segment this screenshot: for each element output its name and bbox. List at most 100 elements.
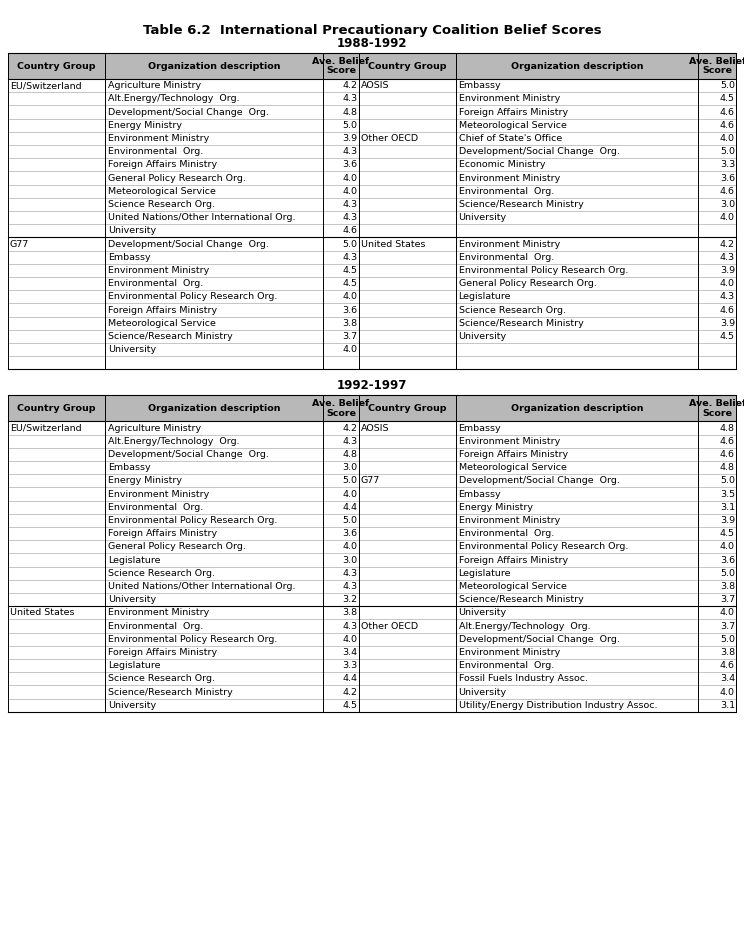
Text: 3.7: 3.7	[342, 332, 358, 341]
Text: 3.6: 3.6	[342, 306, 358, 314]
Text: Embassy: Embassy	[108, 463, 151, 472]
Text: Ave. Belief
Score: Ave. Belief Score	[688, 399, 744, 418]
Text: 3.6: 3.6	[342, 529, 358, 538]
Text: 3.6: 3.6	[342, 160, 358, 169]
Text: Energy Ministry: Energy Ministry	[108, 476, 182, 485]
Text: Meteorological Service: Meteorological Service	[108, 187, 216, 195]
Text: Organization description: Organization description	[148, 61, 280, 71]
Text: 1992-1997: 1992-1997	[337, 379, 407, 392]
Text: 4.0: 4.0	[720, 687, 735, 697]
Text: Country Group: Country Group	[368, 404, 446, 413]
Text: Energy Ministry: Energy Ministry	[108, 121, 182, 130]
Text: Agriculture Ministry: Agriculture Ministry	[108, 423, 201, 432]
Text: AOSIS: AOSIS	[361, 423, 389, 432]
Text: United States: United States	[361, 240, 425, 248]
Text: Environmental Policy Research Org.: Environmental Policy Research Org.	[108, 292, 278, 301]
Text: Science Research Org.: Science Research Org.	[108, 674, 215, 684]
Text: United States: United States	[10, 608, 74, 618]
Text: 4.8: 4.8	[720, 463, 735, 472]
Text: 4.0: 4.0	[342, 174, 358, 182]
Text: 3.8: 3.8	[720, 582, 735, 591]
Text: Environmental Policy Research Org.: Environmental Policy Research Org.	[108, 635, 278, 644]
Text: Environment Ministry: Environment Ministry	[458, 240, 559, 248]
Text: Country Group: Country Group	[17, 404, 96, 413]
Text: United Nations/Other International Org.: United Nations/Other International Org.	[108, 213, 295, 222]
Text: Environmental  Org.: Environmental Org.	[458, 187, 554, 195]
Text: EU/Switzerland: EU/Switzerland	[10, 81, 82, 90]
Text: 4.5: 4.5	[720, 332, 735, 341]
Text: 3.0: 3.0	[342, 463, 358, 472]
Text: 4.8: 4.8	[342, 450, 358, 459]
Text: Legislature: Legislature	[458, 292, 511, 301]
Text: Meteorological Service: Meteorological Service	[458, 121, 566, 130]
Text: 3.1: 3.1	[720, 503, 735, 512]
Text: 4.5: 4.5	[342, 279, 358, 288]
Text: University: University	[108, 595, 156, 604]
Text: 4.3: 4.3	[342, 213, 358, 222]
Text: Science/Research Ministry: Science/Research Ministry	[108, 332, 233, 341]
Text: G77: G77	[10, 240, 29, 248]
Text: Agriculture Ministry: Agriculture Ministry	[108, 81, 201, 90]
Text: 4.5: 4.5	[342, 266, 358, 275]
Text: General Policy Research Org.: General Policy Research Org.	[458, 279, 597, 288]
Text: Other OECD: Other OECD	[361, 134, 417, 143]
Text: Environment Ministry: Environment Ministry	[108, 489, 209, 498]
Text: 4.0: 4.0	[342, 635, 358, 644]
Text: University: University	[458, 608, 507, 618]
Text: Alt.Energy/Technology  Org.: Alt.Energy/Technology Org.	[108, 94, 240, 103]
Text: University: University	[458, 687, 507, 697]
Text: Ave. Belief
Score: Ave. Belief Score	[312, 399, 370, 418]
Text: Country Group: Country Group	[368, 61, 446, 71]
Text: Science Research Org.: Science Research Org.	[108, 200, 215, 209]
Text: Utility/Energy Distribution Industry Assoc.: Utility/Energy Distribution Industry Ass…	[458, 701, 657, 710]
Text: Foreign Affairs Ministry: Foreign Affairs Ministry	[108, 648, 217, 657]
Text: Environment Ministry: Environment Ministry	[108, 134, 209, 143]
Text: University: University	[108, 701, 156, 710]
Text: 4.4: 4.4	[342, 503, 358, 512]
Text: Environment Ministry: Environment Ministry	[108, 266, 209, 275]
Text: Alt.Energy/Technology  Org.: Alt.Energy/Technology Org.	[458, 621, 590, 631]
Text: 4.5: 4.5	[342, 701, 358, 710]
Text: Environmental  Org.: Environmental Org.	[108, 503, 203, 512]
Text: General Policy Research Org.: General Policy Research Org.	[108, 174, 246, 182]
Text: 3.6: 3.6	[720, 174, 735, 182]
Text: Foreign Affairs Ministry: Foreign Affairs Ministry	[458, 450, 568, 459]
Text: Organization description: Organization description	[148, 404, 280, 413]
Text: Environmental  Org.: Environmental Org.	[458, 529, 554, 538]
Text: 4.0: 4.0	[342, 542, 358, 551]
Text: Chief of State's Office: Chief of State's Office	[458, 134, 562, 143]
Text: Legislature: Legislature	[108, 661, 161, 671]
Text: 3.3: 3.3	[342, 661, 358, 671]
Text: 3.2: 3.2	[342, 595, 358, 604]
Text: Environmental Policy Research Org.: Environmental Policy Research Org.	[458, 266, 628, 275]
Text: 5.0: 5.0	[720, 81, 735, 90]
Text: Environmental Policy Research Org.: Environmental Policy Research Org.	[458, 542, 628, 551]
Text: Environmental  Org.: Environmental Org.	[458, 661, 554, 671]
Text: Meteorological Service: Meteorological Service	[108, 319, 216, 327]
Text: 4.0: 4.0	[342, 292, 358, 301]
Text: Environment Ministry: Environment Ministry	[458, 94, 559, 103]
Text: Ave. Belief
Score: Ave. Belief Score	[312, 57, 370, 75]
Text: G77: G77	[361, 476, 379, 485]
Text: 4.6: 4.6	[720, 437, 735, 445]
Text: 4.0: 4.0	[720, 213, 735, 222]
Text: 4.3: 4.3	[342, 253, 358, 261]
Text: Foreign Affairs Ministry: Foreign Affairs Ministry	[108, 529, 217, 538]
Text: Science/Research Ministry: Science/Research Ministry	[108, 687, 233, 697]
Text: Environment Ministry: Environment Ministry	[458, 516, 559, 525]
Text: Economic Ministry: Economic Ministry	[458, 160, 545, 169]
Text: 3.6: 3.6	[720, 555, 735, 565]
Text: 4.5: 4.5	[720, 94, 735, 103]
Text: 3.8: 3.8	[342, 319, 358, 327]
Text: 3.4: 3.4	[342, 648, 358, 657]
Text: University: University	[458, 332, 507, 341]
Text: 5.0: 5.0	[342, 121, 358, 130]
Text: 3.7: 3.7	[720, 595, 735, 604]
Text: Ave. Belief
Score: Ave. Belief Score	[688, 57, 744, 75]
Text: 3.4: 3.4	[720, 674, 735, 684]
Text: Foreign Affairs Ministry: Foreign Affairs Ministry	[108, 306, 217, 314]
Text: 5.0: 5.0	[342, 516, 358, 525]
Text: 4.6: 4.6	[720, 661, 735, 671]
Text: Fossil Fuels Industry Assoc.: Fossil Fuels Industry Assoc.	[458, 674, 588, 684]
Text: Embassy: Embassy	[108, 253, 151, 261]
